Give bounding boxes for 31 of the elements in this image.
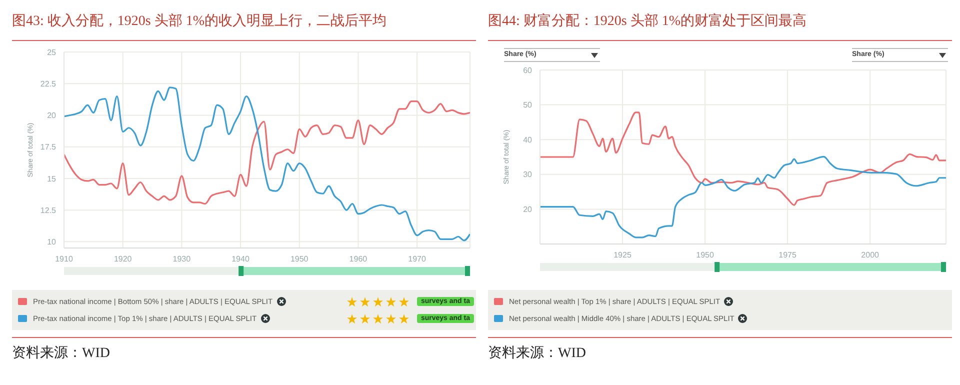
y-tick-label: 40 bbox=[523, 135, 533, 144]
y-tick-label: 15 bbox=[47, 174, 57, 184]
y-tick-label: 22.5 bbox=[40, 79, 57, 88]
x-tick-label: 1970 bbox=[408, 254, 426, 264]
y-tick-label: 60 bbox=[523, 66, 533, 75]
y-tick-label: 30 bbox=[523, 170, 533, 180]
x-tick-label: 1950 bbox=[696, 250, 714, 260]
y-tick-label: 50 bbox=[523, 100, 533, 110]
x-tick-label: 1940 bbox=[232, 254, 250, 264]
y-tick-label: 17.5 bbox=[40, 142, 57, 152]
y-tick-label: 25 bbox=[47, 48, 57, 57]
x-tick-label: 2000 bbox=[861, 250, 880, 260]
x-tick-label: 1950 bbox=[290, 254, 309, 264]
x-tick-label: 1925 bbox=[614, 250, 632, 260]
line-series bbox=[540, 112, 946, 206]
y-tick-label: 12.5 bbox=[40, 206, 57, 215]
y-tick-label: 20 bbox=[523, 205, 533, 214]
line-series bbox=[540, 156, 946, 238]
x-tick-label: 1975 bbox=[778, 250, 798, 260]
x-tick-label: 1930 bbox=[172, 254, 192, 264]
y-tick-label: 20 bbox=[47, 111, 57, 120]
chart-title: 图44: 财富分配：1920s 头部 1%的财富处于区间最高 bbox=[488, 12, 806, 30]
line-series bbox=[64, 100, 470, 205]
text: 资料来源：WID bbox=[488, 344, 586, 362]
x-tick-label: 1910 bbox=[55, 254, 74, 264]
y-tick-label: 10 bbox=[47, 238, 57, 247]
text: 资料来源：WID bbox=[12, 344, 110, 362]
line-series bbox=[64, 86, 470, 242]
x-tick-label: 1960 bbox=[349, 254, 368, 264]
x-tick-label: 1920 bbox=[114, 254, 132, 264]
chart-title: 图43: 收入分配，1920s 头部 1%的收入明显上行，二战后平均 bbox=[12, 12, 386, 30]
